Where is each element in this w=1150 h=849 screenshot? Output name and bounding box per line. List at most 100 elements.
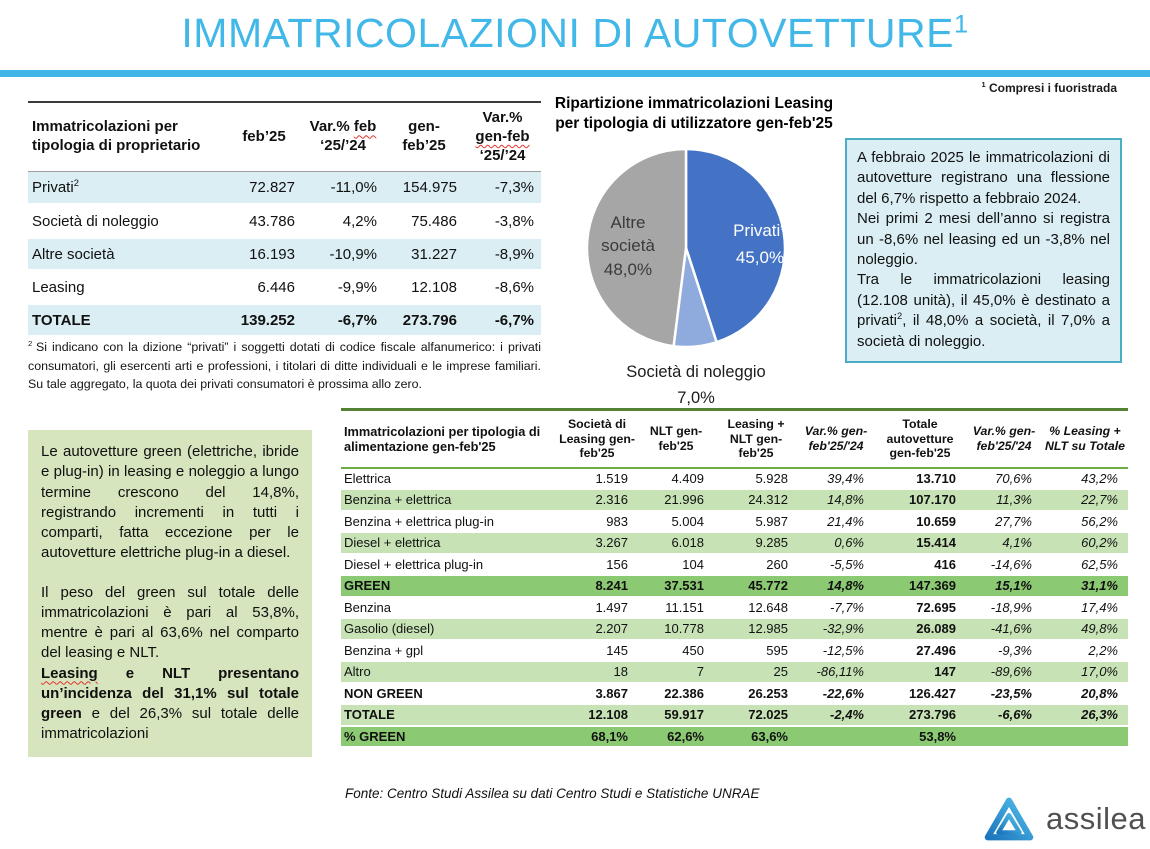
- commentary-box-green: Le autovetture green (elettriche, ibride…: [28, 430, 312, 757]
- cell-value: 11.151: [638, 596, 714, 619]
- cell-value: 17,0%: [1042, 661, 1128, 684]
- cell-value: 62,6%: [638, 725, 714, 748]
- cell-value: 26.253: [714, 682, 798, 705]
- table-row: Altre società 16.193 -10,9% 31.227 -8,9%: [28, 237, 541, 273]
- table-row: Elettrica 1.519 4.409 5.928 39,4% 13.710 70,6%…: [341, 467, 1128, 490]
- pie-label-noleggio: Società di noleggio 7,0%: [565, 360, 827, 411]
- cell-value: 72.025: [714, 704, 798, 727]
- cell-value: 6.018: [638, 532, 714, 555]
- paragraph: Le autovetture green (elettriche, ibride…: [41, 442, 299, 564]
- cell-value: 147: [874, 661, 966, 684]
- cell-value: -14,6%: [966, 553, 1042, 576]
- cell-value: 2.316: [556, 489, 638, 512]
- cell-value: 3.867: [556, 682, 638, 705]
- text-segment: TOTALE: [32, 311, 91, 329]
- footnote-text: Compresi i fuoristrada: [985, 81, 1117, 95]
- pie-label-noleggio-name: Società di noleggio: [626, 363, 766, 381]
- text-segment: Var.%: [309, 118, 354, 136]
- cell-value: 43,2%: [1042, 467, 1128, 490]
- page-title-footnote-mark: 1: [953, 10, 969, 39]
- cell-value: 14,8%: [798, 575, 874, 598]
- cell-value: 8.241: [556, 575, 638, 598]
- row-label: Benzina: [341, 596, 556, 619]
- table-row: NON GREEN 3.867 22.386 26.253 -22,6% 126.427-…: [341, 682, 1128, 705]
- table-row: Società di noleggio 43.786 4,2% 75.486 -3,8%: [28, 204, 541, 240]
- cell-value: -6,7%: [302, 303, 384, 339]
- paragraph: Nei primi 2 mesi dell’anno si registra u…: [857, 209, 1110, 270]
- pie-label-privati-pct: 45,0%: [735, 248, 785, 268]
- pie-slice-altre-societa: [585, 147, 688, 348]
- text-segment: ‘25/’24: [479, 146, 526, 164]
- cell-value: 22.386: [638, 682, 714, 705]
- cell-value: 273.796: [874, 704, 966, 727]
- owner-column-header: Immatricolazioni per tipologia di propri…: [28, 102, 226, 173]
- row-label: Diesel + elettrica: [341, 532, 556, 555]
- text-segment: Leasing: [41, 664, 98, 682]
- cell-value: 12.108: [384, 270, 464, 306]
- table-row: % GREEN 68,1% 62,6% 63,6% 53,8%: [341, 725, 1128, 748]
- cell-value: 39,4%: [798, 467, 874, 490]
- fuel-column-header: Immatricolazioni per tipologia di alimen…: [341, 409, 556, 469]
- cell-value: 62,5%: [1042, 553, 1128, 576]
- cell-value: 20,8%: [1042, 682, 1128, 705]
- cell-value: -6,6%: [966, 704, 1042, 727]
- cell-value: 450: [638, 639, 714, 662]
- source-note: Fonte: Centro Studi Assilea su dati Cent…: [345, 786, 760, 801]
- cell-value: -12,5%: [798, 639, 874, 662]
- paragraph: A febbraio 2025 le immatricolazioni di a…: [857, 148, 1110, 209]
- cell-value: 11,3%: [966, 489, 1042, 512]
- cell-value: 18: [556, 661, 638, 684]
- cell-value: 156: [556, 553, 638, 576]
- cell-value: 14,8%: [798, 489, 874, 512]
- cell-value: 154.975: [384, 171, 464, 207]
- cell-value: [1042, 725, 1128, 748]
- page-title: IMMATRICOLAZIONI DI AUTOVETTURE1: [0, 10, 1150, 57]
- cell-value: -7,7%: [798, 596, 874, 619]
- table-row: Altro 18 7 25 -86,11% 147 -89,6% 17,0%: [341, 661, 1128, 684]
- pie-label-altre-societa: Altre società 48,0%: [584, 211, 672, 281]
- cell-value: -10,9%: [302, 237, 384, 273]
- pie-label-altre-name: Altre società: [601, 213, 655, 256]
- footnote-fuoristrada: 1 Compresi i fuoristrada: [981, 81, 1117, 95]
- row-label: Benzina + elettrica plug-in: [341, 510, 556, 533]
- row-label: Altre società: [28, 237, 226, 273]
- cell-value: 1.519: [556, 467, 638, 490]
- row-label: Elettrica: [341, 467, 556, 490]
- text-segment: Nei primi 2 mesi dell’anno si registra u…: [857, 210, 1110, 268]
- cell-value: -23,5%: [966, 682, 1042, 705]
- fuel-column-header: Totale autovetture gen-feb'25: [874, 409, 966, 469]
- text-segment: Le autovetture green (elettriche, ibride…: [41, 443, 299, 562]
- cell-value: 595: [714, 639, 798, 662]
- cell-value: 147.369: [874, 575, 966, 598]
- row-label: GREEN: [341, 575, 556, 598]
- text-segment: Privati: [32, 179, 74, 197]
- row-label: Benzina + gpl: [341, 639, 556, 662]
- cell-value: 13.710: [874, 467, 966, 490]
- text-segment: Società di noleggio: [32, 212, 159, 230]
- text-segment: Leasing: [32, 278, 85, 296]
- fuel-table: Immatricolazioni per tipologia di alimen…: [341, 408, 1128, 748]
- row-label: % GREEN: [341, 725, 556, 748]
- text-segment: 2: [73, 178, 79, 189]
- text-segment: gen-feb’25: [402, 118, 446, 155]
- pie-chart: [584, 146, 788, 350]
- cell-value: 60,2%: [1042, 532, 1128, 555]
- fuel-column-header: Leasing + NLT gen-feb'25: [714, 409, 798, 469]
- cell-value: 5.928: [714, 467, 798, 490]
- text-segment: A febbraio 2025 le immatricolazioni di a…: [857, 149, 1110, 207]
- owner-table: Immatricolazioni per tipologia di propri…: [28, 101, 541, 339]
- table-row: Benzina + elettrica plug-in 983 5.004 5.987…: [341, 510, 1128, 533]
- fuel-type-table: Immatricolazioni per tipologia di alimen…: [341, 408, 1128, 748]
- cell-value: -11,0%: [302, 171, 384, 207]
- cell-value: 2,2%: [1042, 639, 1128, 662]
- cell-value: -32,9%: [798, 618, 874, 641]
- cell-value: 17,4%: [1042, 596, 1128, 619]
- cell-value: 139.252: [226, 303, 302, 339]
- cell-value: 12.108: [556, 704, 638, 727]
- cell-value: 2.207: [556, 618, 638, 641]
- cell-value: 9.285: [714, 532, 798, 555]
- row-label: Altro: [341, 661, 556, 684]
- cell-value: 15,1%: [966, 575, 1042, 598]
- cell-value: 31,1%: [1042, 575, 1128, 598]
- table-row: TOTALE 139.252 -6,7% 273.796 -6,7%: [28, 303, 541, 339]
